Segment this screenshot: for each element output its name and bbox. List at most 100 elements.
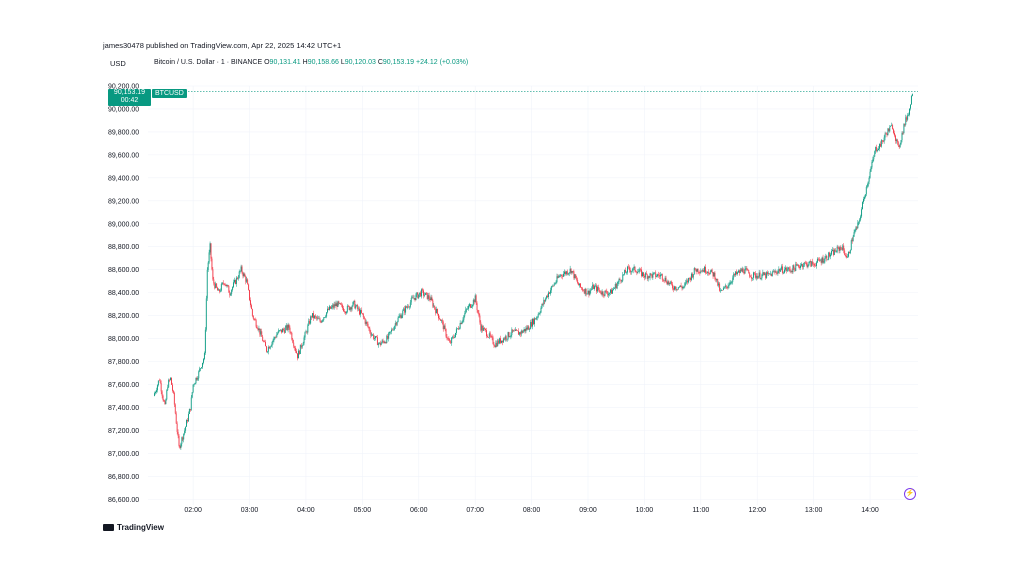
candle-body [403, 308, 405, 311]
candle-body [490, 336, 492, 337]
candle-body [363, 316, 365, 319]
candle-body [665, 277, 667, 283]
candle-body [632, 267, 634, 271]
candle-body [395, 323, 397, 325]
candle-body [355, 306, 357, 309]
candle-body [516, 329, 517, 331]
candle-body [831, 251, 832, 255]
candle-body [602, 291, 604, 296]
candle-body [538, 313, 540, 315]
candle-body [296, 351, 297, 354]
candle-body [159, 380, 161, 384]
candle-body [564, 271, 565, 274]
candle-body [533, 319, 534, 325]
candle-body [617, 281, 619, 284]
candle-body [895, 139, 897, 141]
candle-body [308, 320, 310, 326]
candle-body [684, 283, 686, 287]
candle-body [430, 297, 432, 301]
candle-body [713, 272, 715, 277]
candle-body [332, 305, 334, 308]
candle-body [311, 316, 313, 318]
candle-body [321, 320, 323, 323]
candle-body [708, 273, 710, 275]
candle-body [865, 186, 867, 195]
candle-body [222, 282, 224, 284]
candle-body [566, 271, 568, 275]
candle-body [518, 332, 520, 335]
candle-body [281, 329, 282, 333]
candle-body [293, 342, 295, 347]
y-tick-label: 87,400.00 [108, 405, 139, 412]
candle-body [581, 288, 583, 291]
candle-body [657, 274, 659, 277]
candle-body [256, 326, 258, 329]
candle-body [347, 305, 349, 307]
candle-body [638, 271, 640, 272]
candle-body [789, 269, 791, 272]
candle-body [549, 290, 551, 294]
candle-body [413, 298, 415, 299]
candle-body [685, 282, 687, 284]
candle-body [272, 340, 274, 343]
candle-body [468, 305, 470, 309]
candle-body [676, 289, 678, 290]
last-price-badge: 90,153.19 00:42 [108, 89, 151, 106]
candle-body [531, 322, 533, 327]
candle-body [475, 295, 477, 304]
chart-grid [148, 85, 918, 505]
candle-body [756, 275, 758, 279]
candle-body [338, 301, 340, 304]
candle-body [722, 287, 724, 291]
candle-body [240, 266, 242, 271]
candle-body [548, 292, 549, 297]
candle-body [854, 230, 856, 233]
candle-body [812, 261, 814, 264]
candle-body [184, 430, 186, 434]
candle-body [377, 343, 379, 346]
candle-body [211, 258, 213, 270]
candle-body [556, 276, 558, 282]
candle-body [407, 306, 409, 308]
candle-body [557, 276, 559, 278]
candle-body [662, 279, 664, 281]
candle-body [839, 247, 841, 251]
candle-body [292, 339, 294, 343]
candle-body [337, 301, 339, 307]
candle-body [537, 314, 539, 318]
candle-body [550, 286, 552, 291]
symbol-name[interactable]: Bitcoin / U.S. Dollar · 1 · BINANCE [154, 59, 263, 66]
candle-body [819, 260, 821, 262]
currency-label[interactable]: USD [110, 59, 126, 68]
candle-body [579, 283, 580, 286]
symbol-badge: BTCUSD [152, 89, 187, 98]
candle-body [886, 133, 888, 135]
candle-body [442, 321, 444, 330]
candle-body [265, 341, 266, 347]
candle-body [759, 272, 761, 279]
tradingview-logo[interactable]: TradingView [103, 523, 164, 532]
candle-body [370, 332, 372, 336]
candle-body [879, 143, 881, 147]
high-value: 90,158.66 [307, 59, 339, 66]
candle-body [611, 289, 613, 294]
candle-body [229, 292, 231, 296]
candle-body [615, 284, 617, 289]
candle-body [313, 313, 314, 319]
candle-body [402, 310, 404, 316]
candle-body [207, 262, 209, 270]
candle-body [792, 265, 794, 273]
candle-body [488, 333, 490, 338]
candle-body [172, 390, 174, 393]
candle-body [666, 282, 668, 285]
replay-icon[interactable]: ⚡ [904, 488, 916, 500]
candle-body [790, 271, 792, 272]
candle-body [770, 273, 772, 277]
candle-body [375, 336, 376, 339]
candle-body [212, 269, 214, 280]
y-tick-label: 87,600.00 [108, 382, 139, 389]
candle-body [642, 272, 643, 277]
candle-body [607, 293, 609, 296]
candle-body [462, 319, 464, 322]
